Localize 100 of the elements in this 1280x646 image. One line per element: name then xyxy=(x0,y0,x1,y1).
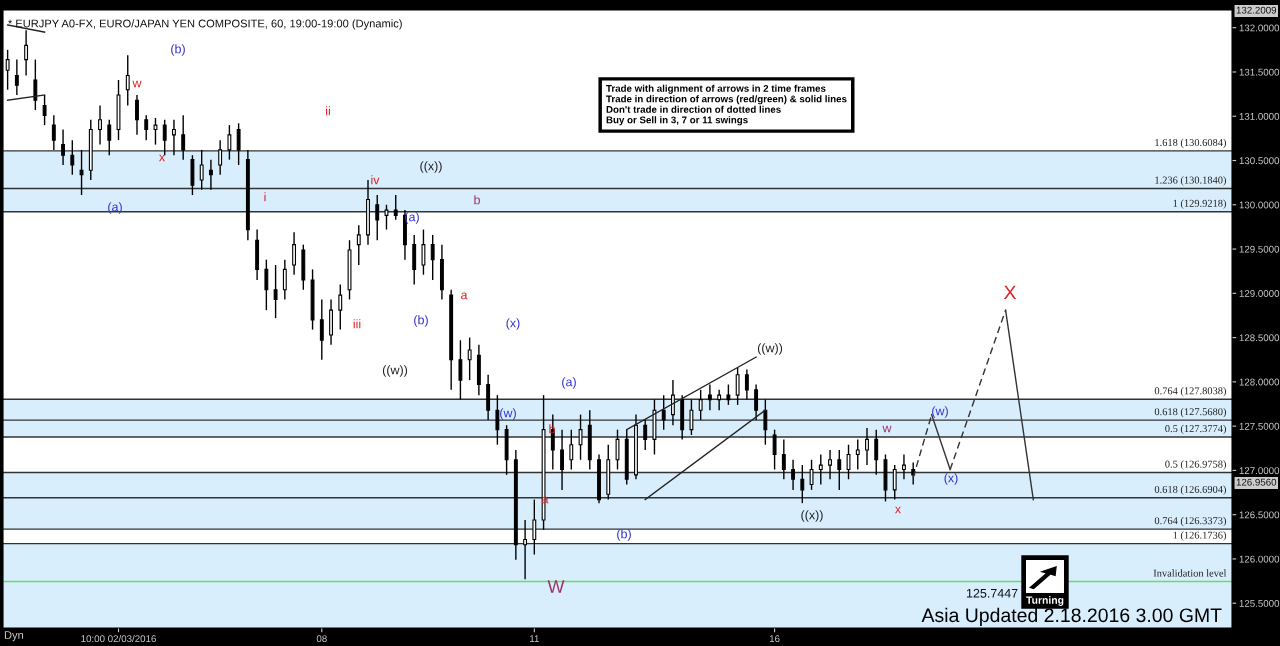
candlestick xyxy=(800,464,805,504)
y-tick-label: 129.5000 xyxy=(1239,245,1280,253)
annotation: (w) xyxy=(500,408,516,420)
candlestick xyxy=(98,104,102,146)
candlestick xyxy=(754,383,759,421)
x-tick-label: 11 xyxy=(530,635,539,642)
candlestick xyxy=(227,124,232,161)
candlestick xyxy=(264,258,269,311)
annotation: ii xyxy=(326,106,330,116)
annotation: x xyxy=(159,154,165,162)
text: 126.9560 xyxy=(1236,478,1277,486)
candlestick xyxy=(107,119,112,156)
candlestick xyxy=(319,298,324,361)
candlestick xyxy=(578,413,583,461)
y-tick-label: 128.0000 xyxy=(1239,378,1280,386)
candlestick xyxy=(560,428,564,491)
x-tick-label: 10:00 02/03/2016 xyxy=(81,634,156,643)
ref-line-label: 0.618 (126.6904) xyxy=(1154,485,1226,496)
annotation: (x) xyxy=(506,318,520,330)
candlestick xyxy=(671,379,675,426)
annotation: Asia Updated 2.18.2016 3.00 GMT xyxy=(921,607,1222,626)
candlestick xyxy=(79,149,84,196)
annotation: (b) xyxy=(414,315,428,327)
candlestick xyxy=(172,119,176,156)
candlestick xyxy=(338,283,343,331)
candlestick xyxy=(772,428,777,471)
candlestick xyxy=(125,54,130,107)
annotation: iv xyxy=(371,175,380,185)
ref-line-label: 1 (126.1736) xyxy=(1173,531,1226,541)
candlestick xyxy=(208,158,213,191)
annotation: Turning xyxy=(1026,596,1064,606)
candlestick xyxy=(375,194,380,241)
ref-line-label: 0.5 (127.3774) xyxy=(1165,424,1226,435)
candlestick xyxy=(828,449,832,480)
y-tick-label: 126.0000 xyxy=(1239,555,1280,563)
annotation: W xyxy=(547,580,565,593)
annotation: (a) xyxy=(562,377,576,389)
candlestick xyxy=(42,94,47,126)
candlestick xyxy=(735,367,740,406)
ref-line-label: 0.618 (127.5680) xyxy=(1154,407,1226,418)
ref-line-label: 0.764 (126.3373) xyxy=(1154,516,1226,527)
candlestick xyxy=(781,438,786,480)
candlestick xyxy=(70,139,75,176)
candlestick xyxy=(846,444,851,480)
y-tick-label: 127.0000 xyxy=(1239,467,1280,475)
candlestick xyxy=(643,419,648,451)
candlestick xyxy=(661,394,666,431)
candlestick xyxy=(698,389,703,421)
candlestick xyxy=(181,114,186,161)
annotation: i xyxy=(264,192,266,202)
candlestick xyxy=(569,428,574,471)
text: 132.2009 xyxy=(1236,6,1277,14)
annotation: ((x)) xyxy=(420,161,442,173)
y-tick-label: 126.5000 xyxy=(1239,511,1280,519)
candlestick xyxy=(707,383,712,411)
y-tick-label: 127.5000 xyxy=(1239,422,1280,430)
candlestick xyxy=(24,29,29,77)
candlestick xyxy=(615,428,620,471)
y-tick-label: 131.0000 xyxy=(1239,112,1280,120)
candlestick xyxy=(689,398,694,436)
annotation: a xyxy=(542,496,549,504)
candlestick xyxy=(162,119,167,156)
annotation: (b) xyxy=(171,44,185,56)
candlestick xyxy=(902,453,906,480)
annotation: 125.7447 xyxy=(966,588,1018,598)
y-tick-label: 129.0000 xyxy=(1239,290,1280,297)
candlestick xyxy=(218,139,223,176)
annotation: x xyxy=(895,506,901,514)
annotation: (x) xyxy=(944,473,958,485)
candlestick xyxy=(51,114,56,151)
candlestick xyxy=(495,394,500,446)
annotation: w xyxy=(882,425,892,433)
annotation: X xyxy=(1003,285,1017,300)
annotation: ((w)) xyxy=(757,343,783,355)
annotation: ((w)) xyxy=(382,365,408,377)
text: Dyn xyxy=(4,631,24,642)
annotation: ((x)) xyxy=(801,510,823,522)
candlestick xyxy=(135,94,139,136)
y-tick-label: 128.5000 xyxy=(1239,334,1280,342)
y-tick-label: 130.5000 xyxy=(1239,157,1280,165)
annotation: w xyxy=(132,80,142,88)
candlestick xyxy=(837,449,842,491)
candlestick xyxy=(763,398,768,446)
candlestick xyxy=(744,368,749,401)
annotation: a xyxy=(461,292,468,300)
ref-line-label: 1.236 (130.1840) xyxy=(1155,176,1226,186)
candlestick xyxy=(356,224,361,266)
y-tick-label: 130.0000 xyxy=(1239,201,1280,209)
candlestick xyxy=(855,438,860,471)
candlestick xyxy=(550,413,555,471)
annotation: (w) xyxy=(932,406,948,418)
candlestick xyxy=(532,498,537,556)
candlestick xyxy=(236,122,241,166)
y-tick-label: 125.5000 xyxy=(1239,599,1280,607)
ref-line-label: Invalidation level xyxy=(1153,569,1227,577)
candlestick xyxy=(33,58,38,111)
candlestick xyxy=(144,114,149,141)
x-tick-label: 16 xyxy=(769,635,780,643)
candlestick xyxy=(458,339,463,401)
annotation: b xyxy=(549,424,555,434)
